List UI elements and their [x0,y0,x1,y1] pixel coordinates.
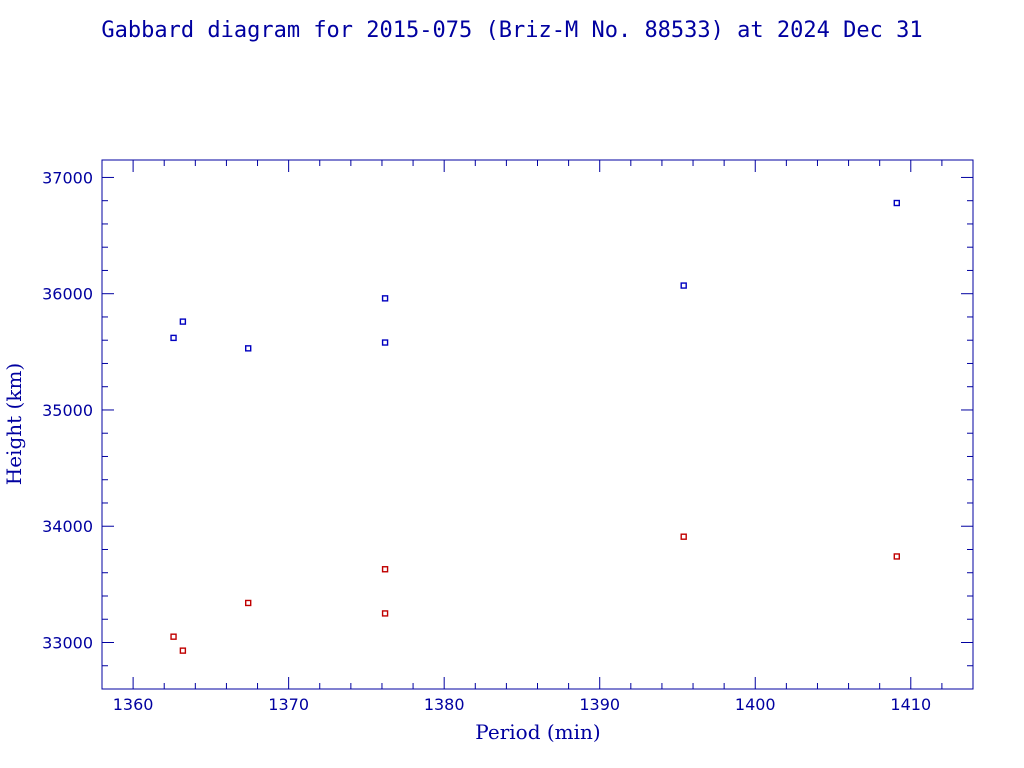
x-tick-label: 1400 [735,695,776,714]
apogee-point [381,295,389,302]
apogee-point [381,339,389,346]
perigee-point [179,647,187,654]
apogee-point [893,199,900,207]
apogee-point [245,345,252,352]
y-tick-label: 35000 [42,401,93,420]
perigee-point [680,533,687,540]
perigee-point [381,566,389,573]
y-tick-label: 36000 [42,285,93,304]
perigee-point [381,610,389,617]
perigee-point [245,599,252,607]
plot-frame [101,159,974,690]
x-tick-label: 1380 [424,695,465,714]
x-tick-label: 1410 [890,695,931,714]
y-tick-label: 33000 [42,633,93,652]
x-tick-label: 1370 [268,695,309,714]
x-axis-label: Period (min) [475,720,600,744]
perigee-point [893,553,900,560]
chart-title: Gabbard diagram for 2015-075 (Briz-M No.… [101,18,922,43]
apogee-point [170,334,177,342]
y-tick-label: 34000 [42,517,93,536]
x-tick-label: 1360 [113,695,154,714]
apogee-point [179,318,187,325]
x-tick-label: 1390 [579,695,620,714]
perigee-point [170,633,177,640]
axes: 1360 1370 1380 1390 1400 1410 33000 34000 35000 3… [42,160,974,714]
apogee-point [680,282,687,289]
y-axis-label: Height (km) [2,363,26,485]
y-tick-label: 37000 [42,168,93,187]
data-points [170,199,900,654]
